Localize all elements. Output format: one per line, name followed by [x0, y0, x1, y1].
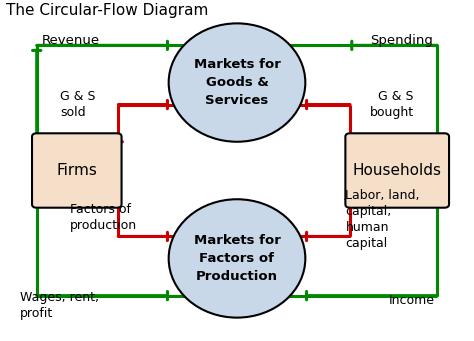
Text: G & S
sold: G & S sold [60, 90, 96, 119]
Text: Revenue: Revenue [41, 34, 100, 47]
FancyBboxPatch shape [346, 133, 449, 208]
Text: Income: Income [389, 294, 435, 307]
FancyBboxPatch shape [32, 133, 121, 208]
Text: Firms: Firms [56, 163, 97, 178]
Text: G & S
bought: G & S bought [370, 90, 414, 119]
Ellipse shape [169, 199, 305, 317]
Text: Markets for
Goods &
Services: Markets for Goods & Services [193, 58, 281, 107]
Ellipse shape [169, 24, 305, 142]
Text: Labor, land,
capital,
human
capital: Labor, land, capital, human capital [346, 189, 420, 250]
Text: Markets for
Factors of
Production: Markets for Factors of Production [193, 234, 281, 283]
Text: Factors of
production: Factors of production [70, 203, 137, 232]
Text: Wages, rent,
profit: Wages, rent, profit [20, 291, 99, 320]
Text: Households: Households [353, 163, 442, 178]
Text: Spending: Spending [370, 34, 433, 47]
Text: The Circular-Flow Diagram: The Circular-Flow Diagram [6, 3, 209, 18]
